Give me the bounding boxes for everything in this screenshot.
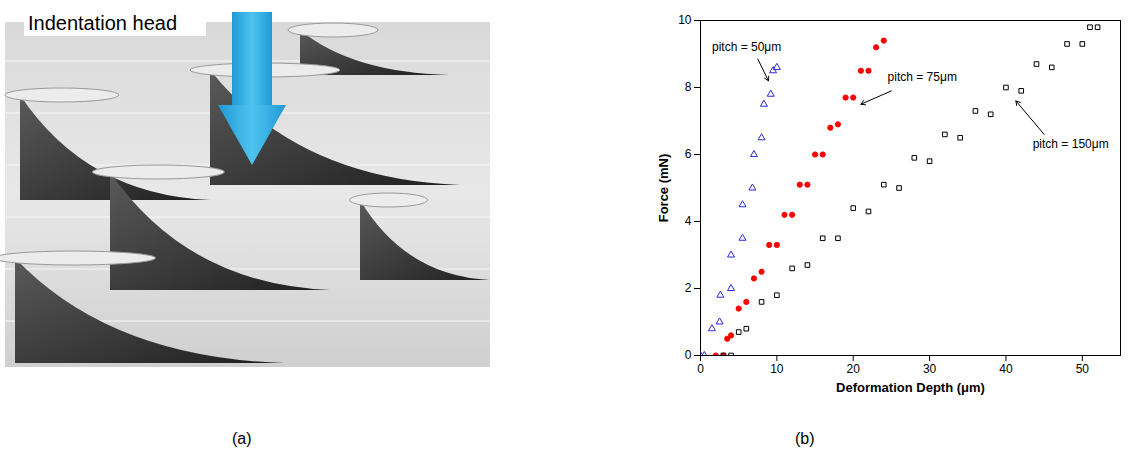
svg-text:50: 50 <box>1076 362 1090 376</box>
svg-text:30: 30 <box>923 362 937 376</box>
svg-text:6: 6 <box>685 147 692 161</box>
svg-text:8: 8 <box>685 80 692 94</box>
svg-text:20: 20 <box>847 362 861 376</box>
svg-text:2: 2 <box>685 281 692 295</box>
svg-text:0: 0 <box>685 348 692 362</box>
svg-text:40: 40 <box>999 362 1013 376</box>
html-text:(b): (b) <box>795 430 815 447</box>
svg-text:pitch = 50μm: pitch = 50μm <box>712 40 781 54</box>
svg-text:Force (mN): Force (mN) <box>656 154 671 223</box>
svg-text:10: 10 <box>770 362 784 376</box>
svg-text:pitch = 75μm: pitch = 75μm <box>888 70 957 84</box>
svg-text:0: 0 <box>697 362 704 376</box>
svg-text:Indentation head: Indentation head <box>28 12 177 34</box>
svg-text:Deformation Depth (μm): Deformation Depth (μm) <box>836 380 985 395</box>
svg-text:4: 4 <box>685 214 692 228</box>
html-text:(a): (a) <box>232 430 252 447</box>
svg-text:pitch = 150μm: pitch = 150μm <box>1033 137 1109 151</box>
svg-text:10: 10 <box>678 13 692 27</box>
